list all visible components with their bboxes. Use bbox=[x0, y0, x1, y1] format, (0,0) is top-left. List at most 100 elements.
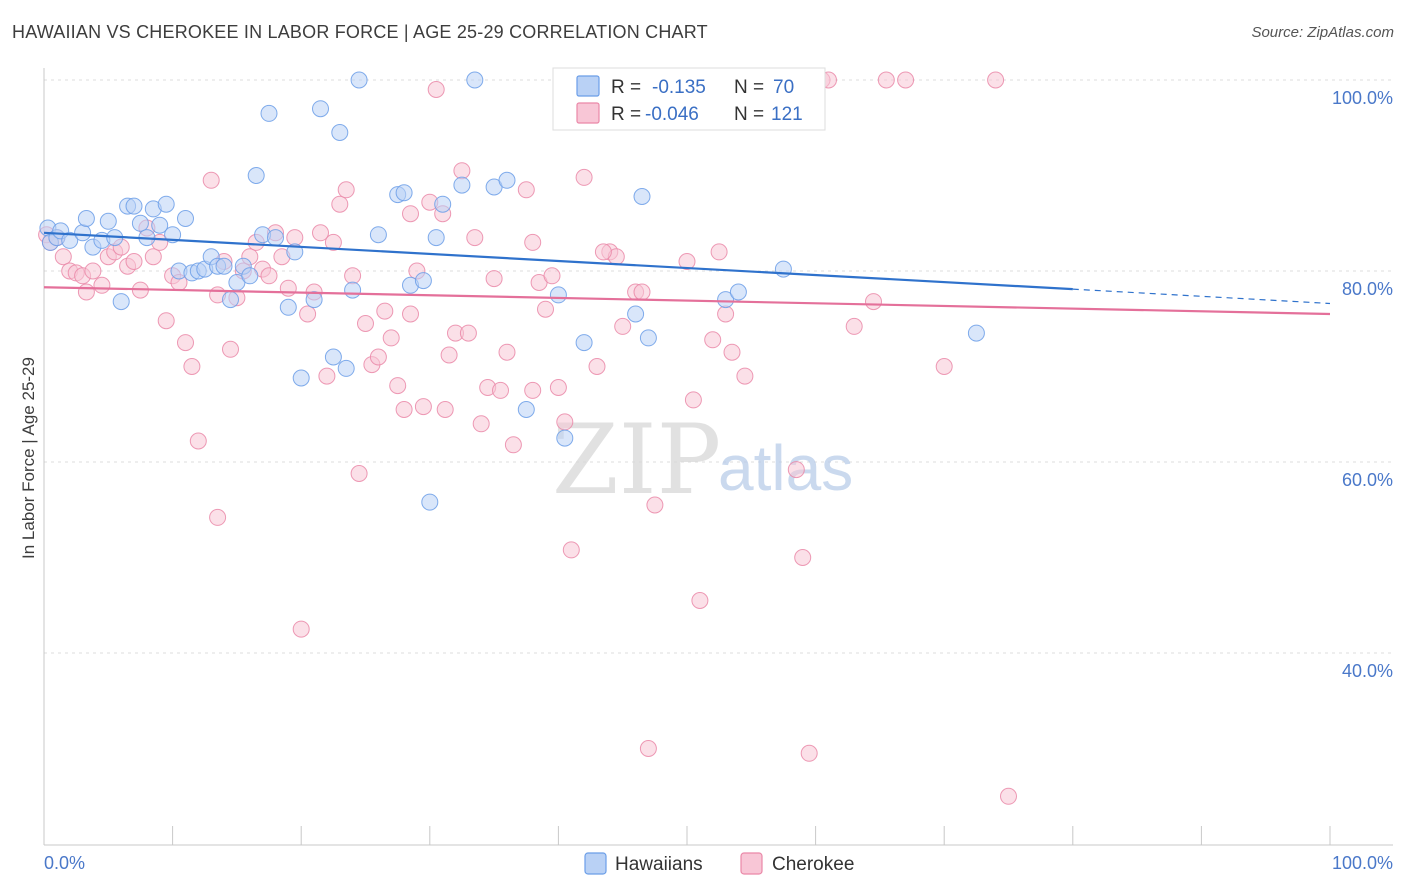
cherokee-point bbox=[466, 229, 484, 247]
hawaiian-point bbox=[717, 291, 735, 309]
hawaiian-point bbox=[74, 224, 92, 242]
hawaiian-point bbox=[369, 226, 387, 244]
hawaiian-point bbox=[222, 291, 239, 309]
bottom-legend-label-hawaiians: Hawaiians bbox=[615, 854, 703, 875]
hawaiian-point bbox=[324, 348, 342, 366]
cherokee-point bbox=[897, 71, 915, 89]
hawaiian-point bbox=[627, 305, 645, 323]
legend-swatch-cherokee bbox=[576, 102, 600, 124]
cherokee-point bbox=[344, 267, 362, 285]
hawaiian-point bbox=[414, 272, 432, 290]
y-axis-title: In Labor Force | Age 25-29 bbox=[19, 357, 38, 559]
x-tick-label-min: 0.0% bbox=[44, 853, 85, 873]
cherokee-point bbox=[537, 300, 554, 318]
cherokee-point bbox=[453, 162, 471, 180]
cherokee-point bbox=[678, 253, 696, 270]
legend-n-label: N = bbox=[734, 104, 764, 125]
legend-swatch-hawaiians bbox=[576, 75, 600, 97]
cherokee-point bbox=[286, 229, 304, 247]
hawaiian-point bbox=[466, 71, 484, 89]
hawaiian-point bbox=[292, 369, 310, 387]
cherokee-point bbox=[337, 181, 355, 199]
x-tick-label-max: 100.0% bbox=[1332, 853, 1393, 873]
cherokee-point bbox=[189, 432, 207, 450]
cherokee-point bbox=[459, 324, 477, 342]
cherokee-point bbox=[639, 740, 657, 757]
cherokee-point bbox=[260, 267, 278, 285]
legend-r-label: R = bbox=[611, 77, 641, 98]
hawaiian-point bbox=[305, 291, 323, 309]
correlation-legend: R = -0.135 N = 70 R = -0.046 N = 121 bbox=[552, 67, 826, 131]
hawaiian-point bbox=[729, 283, 747, 301]
hawaiian-point bbox=[421, 493, 439, 511]
cherokee-point bbox=[402, 205, 419, 223]
hawaiian-point bbox=[639, 329, 657, 347]
x-axis-ticks bbox=[43, 826, 1331, 845]
cherokee-point bbox=[376, 302, 394, 320]
cherokee-point bbox=[543, 267, 561, 285]
hawaiian-point bbox=[556, 429, 574, 447]
cherokee-point bbox=[877, 71, 895, 89]
bottom-legend-swatch-cherokee bbox=[740, 852, 763, 875]
cherokee-point bbox=[865, 293, 882, 311]
cherokee-point bbox=[498, 343, 516, 361]
hawaiian-point bbox=[427, 229, 445, 247]
cherokee-point bbox=[684, 391, 702, 409]
cherokee-point bbox=[54, 248, 72, 266]
hawaiian-point bbox=[350, 71, 368, 89]
hawaiian-point bbox=[633, 188, 651, 205]
cherokee-point bbox=[646, 496, 664, 514]
hawaiian-point bbox=[77, 210, 95, 227]
cherokee-point bbox=[357, 315, 374, 332]
cherokee-point bbox=[575, 168, 593, 186]
cherokee-point bbox=[549, 379, 567, 396]
legend-n-label: N = bbox=[734, 77, 764, 98]
cherokee-point bbox=[299, 305, 317, 323]
trend-lines bbox=[43, 231, 1331, 316]
cherokee-point bbox=[845, 317, 863, 335]
cherokee-point bbox=[710, 243, 728, 261]
cherokee-point bbox=[177, 334, 194, 352]
cherokee-point bbox=[633, 283, 651, 301]
cherokee-point bbox=[209, 508, 227, 526]
hawaiian-point bbox=[247, 167, 265, 184]
cherokee-point bbox=[157, 312, 175, 330]
legend-r-value-hawaiians: -0.135 bbox=[652, 77, 706, 98]
watermark-zip: ZIP bbox=[552, 404, 721, 516]
cherokee-point bbox=[402, 305, 419, 323]
hawaiian-point bbox=[498, 171, 516, 189]
hawaiian-point bbox=[279, 298, 297, 316]
cherokee-point bbox=[324, 233, 342, 251]
legend-n-value-hawaiians: 70 bbox=[773, 77, 794, 98]
cherokee-point bbox=[125, 253, 143, 270]
cherokee-point bbox=[987, 71, 1005, 89]
cherokee-point bbox=[800, 744, 818, 762]
cherokee-point bbox=[202, 171, 220, 189]
hawaiian-point bbox=[157, 195, 175, 213]
hawaiian-point bbox=[434, 195, 452, 213]
y-tick-label: 100.0% bbox=[1332, 88, 1393, 108]
trend-line-hawaiians-extension bbox=[1072, 288, 1331, 305]
cherokee-point bbox=[717, 305, 735, 323]
hawaiian-point bbox=[112, 293, 130, 311]
cherokee-point bbox=[395, 401, 413, 418]
cherokee-point bbox=[524, 381, 542, 399]
cherokee-point bbox=[93, 276, 111, 294]
cherokee-point bbox=[318, 367, 336, 385]
cherokee-point bbox=[350, 465, 368, 482]
cherokee-point bbox=[704, 331, 722, 349]
cherokee-point bbox=[331, 195, 349, 213]
cherokee-point bbox=[594, 243, 612, 261]
cherokee-point bbox=[935, 358, 953, 375]
cherokee-point bbox=[279, 279, 297, 297]
hawaiian-point bbox=[131, 214, 149, 232]
cherokee-point bbox=[736, 367, 754, 385]
cherokee-point bbox=[144, 248, 162, 266]
hawaiian-point bbox=[241, 267, 259, 285]
cherokee-point bbox=[222, 340, 239, 358]
legend-r-label: R = bbox=[611, 104, 641, 125]
hawaiian-point bbox=[260, 104, 278, 122]
hawaiian-point bbox=[395, 184, 413, 202]
cherokee-point bbox=[292, 620, 310, 638]
chart-title: HAWAIIAN VS CHEROKEE IN LABOR FORCE | AG… bbox=[12, 22, 708, 42]
